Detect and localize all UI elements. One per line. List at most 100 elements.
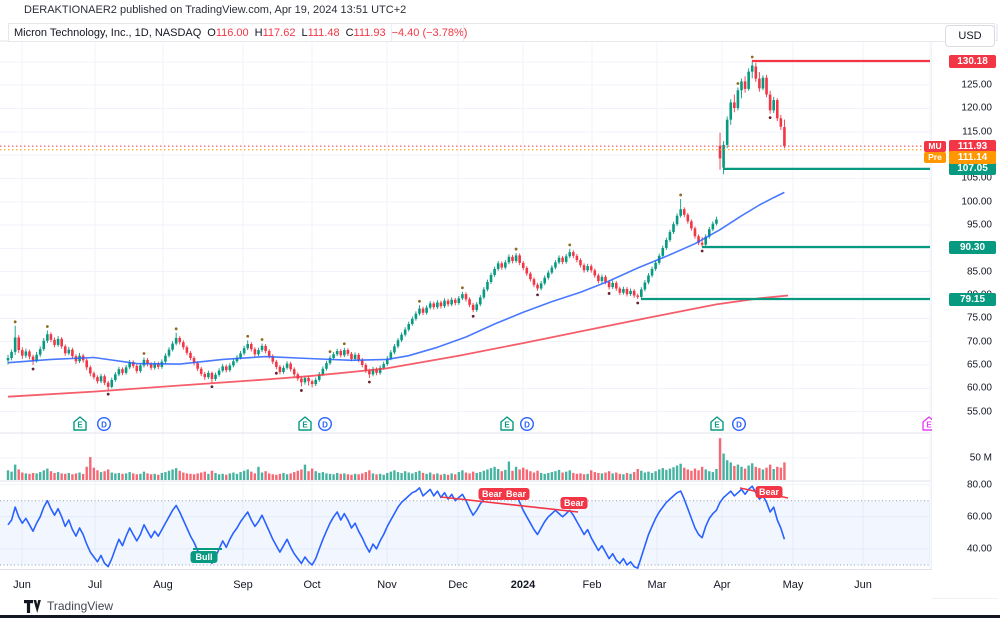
volume-bar [343, 473, 346, 480]
volume-bar [758, 468, 761, 480]
candle-body [758, 78, 761, 89]
label-text: Bear [506, 489, 527, 499]
time-axis[interactable]: Jun Jul Aug Sep Oct Nov Dec 2024 Feb Mar Apr May Jun [0, 569, 932, 599]
candle-body [668, 232, 672, 241]
premarket-price-tag: Pre [924, 151, 946, 163]
volume-bar [31, 472, 35, 480]
rsi-line[interactable] [7, 485, 786, 569]
volume-bar [228, 473, 232, 480]
candle-body [67, 349, 71, 354]
candle-body [650, 268, 654, 276]
volume-bar [182, 472, 185, 480]
bear-divergence-trendline[interactable] [440, 496, 579, 513]
month-label[interactable]: Dec [448, 579, 468, 591]
event-letter: D [101, 420, 107, 429]
candle-body [285, 363, 289, 368]
bear-label[interactable]: Bear [478, 488, 506, 500]
level-price-badge[interactable]: 107.05 [949, 162, 996, 176]
volume-bar [303, 464, 307, 480]
published-byline: DERAKTIONAER2 published on TradingView.c… [24, 4, 407, 16]
month-label[interactable]: Sep [233, 579, 253, 591]
month-label[interactable]: Nov [377, 579, 397, 591]
candle-body [124, 367, 128, 373]
symbol-legend[interactable]: Micron Technology, Inc., 1D, NASDAQ O 11… [8, 23, 995, 42]
volume-bar [361, 473, 364, 480]
price-tick-label: 115.00 [962, 126, 992, 138]
earnings-icon[interactable]: E [500, 416, 514, 431]
dividend-icon[interactable]: D [318, 417, 333, 432]
level-price-badge[interactable]: 79.15 [949, 292, 996, 306]
candle-body [339, 351, 343, 356]
swing-high-dot [461, 286, 464, 290]
bear-label[interactable]: Bear [755, 486, 783, 498]
bull-label[interactable]: Bull [190, 551, 218, 563]
candle-body [475, 304, 479, 310]
month-label[interactable]: Mar [647, 579, 667, 591]
month-label[interactable]: Feb [582, 579, 602, 591]
volume-bar [672, 467, 675, 480]
swing-high-dot [679, 193, 683, 197]
dividend-icon[interactable]: D [520, 417, 535, 432]
candle-body [156, 363, 160, 367]
candle-body [214, 374, 217, 379]
premarket-price-badge[interactable]: 111.14 [949, 150, 996, 164]
volume-bar [575, 473, 579, 480]
candle-body [364, 364, 368, 371]
month-label[interactable]: Jul [87, 579, 103, 591]
month-label[interactable]: Oct [303, 579, 321, 591]
volume-series [6, 438, 786, 480]
volume-bar [346, 474, 350, 480]
volume-bar [74, 473, 78, 480]
candle-body [500, 263, 504, 268]
volume-bar [636, 469, 639, 480]
last-price-badge[interactable]: 111.93 [949, 139, 996, 153]
volume-bar [382, 474, 385, 480]
volume-bar [267, 473, 271, 480]
ma-50-line[interactable] [7, 191, 785, 365]
volume-bar [715, 469, 718, 480]
bear-label[interactable]: Bear [502, 488, 530, 500]
ma-200-line[interactable] [7, 294, 789, 398]
symbol-title[interactable]: Micron Technology, Inc., 1D, NASDAQ [14, 26, 202, 39]
volume-bar [64, 473, 67, 480]
volume-bar [121, 473, 124, 480]
tradingview-footer: TradingView [24, 599, 113, 613]
earnings-icon[interactable]: E [73, 416, 87, 431]
volume-bar [353, 473, 357, 480]
label-text: Bear [759, 487, 780, 497]
volume-bar [725, 460, 729, 480]
month-label[interactable]: Jun [13, 579, 31, 591]
dividend-icon[interactable]: D [732, 417, 747, 432]
bear-label[interactable]: Bear [560, 497, 588, 509]
candle-body [632, 290, 636, 296]
earnings-icon[interactable]: E [298, 416, 312, 431]
month-label[interactable]: May [782, 579, 804, 591]
candle-body [139, 365, 142, 372]
earnings-icon[interactable]: E [710, 416, 724, 431]
currency-button[interactable]: USD [945, 25, 995, 47]
volume-bar [110, 472, 113, 480]
price-tick-label: 120.00 [961, 102, 992, 114]
volume-bar [486, 469, 489, 480]
level-price-badge[interactable]: 90.30 [949, 240, 996, 254]
month-label[interactable]: 2024 [510, 579, 536, 591]
candle-body [199, 368, 203, 374]
candle-body [665, 240, 668, 248]
volume-bar [318, 472, 321, 480]
tradingview-logo-text[interactable]: TradingView [47, 599, 114, 613]
volume-bar [307, 471, 310, 480]
dividend-icon[interactable]: D [96, 417, 111, 432]
level-price-badge[interactable]: 130.18 [949, 54, 996, 68]
label-text: Bear [482, 489, 503, 499]
month-label[interactable]: Jun [854, 579, 872, 591]
month-label[interactable]: Apr [713, 579, 731, 591]
candle-body [310, 381, 314, 385]
volume-bar [768, 464, 772, 480]
candle-body [482, 289, 486, 298]
volume-bar [550, 472, 554, 480]
month-label[interactable]: Aug [153, 579, 173, 591]
price-scale[interactable]: 125.00 120.00 115.00 105.00 100.00 95.00 85.00… [924, 41, 1000, 598]
volume-bar [167, 470, 171, 480]
volume-bar [135, 474, 139, 480]
